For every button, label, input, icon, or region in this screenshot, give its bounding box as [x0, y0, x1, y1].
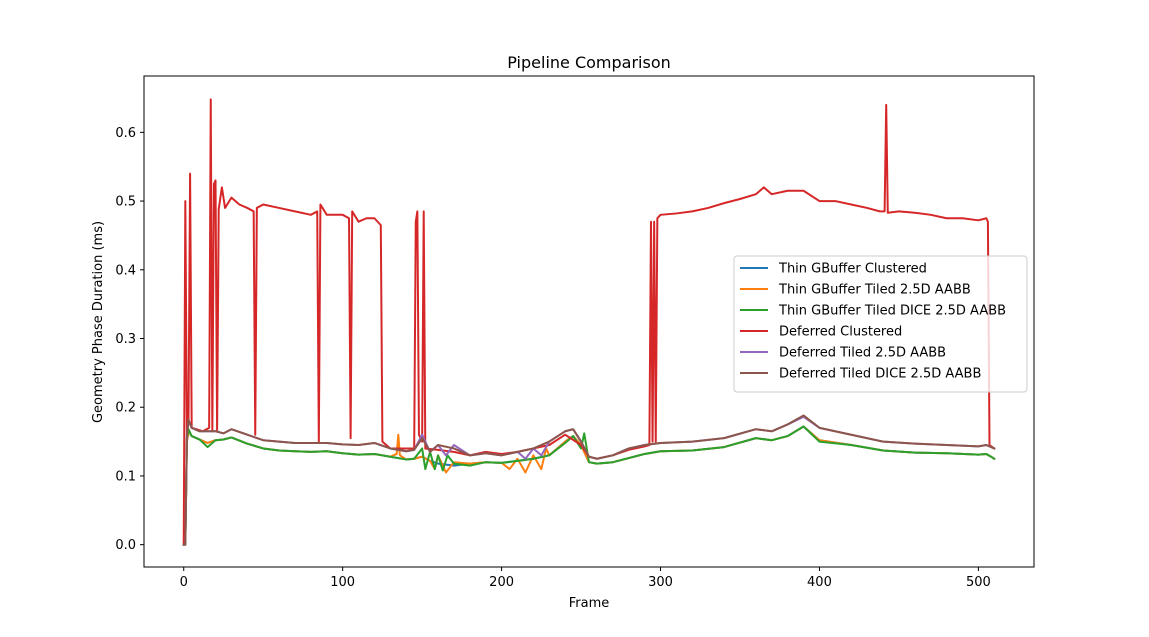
series-layer	[182, 98, 996, 546]
y-tick-label: 0.5	[115, 195, 136, 210]
y-tick-label: 0.2	[115, 401, 136, 416]
x-tick-label: 100	[330, 575, 355, 590]
series-line-4	[182, 98, 996, 546]
y-tick-label: 0.1	[115, 469, 136, 484]
legend-label: Deferred Tiled 2.5D AABB	[779, 346, 946, 361]
y-tick-label: 0.6	[115, 126, 136, 141]
x-axis-label: Frame	[569, 596, 610, 611]
legend-label: Thin GBuffer Tiled 2.5D AABB	[778, 283, 971, 298]
legend-label: Deferred Tiled DICE 2.5D AABB	[779, 367, 981, 382]
legend: Thin GBuffer Clustered Thin GBuffer Tiled…	[733, 255, 1028, 393]
legend-label: Thin GBuffer Tiled DICE 2.5D AABB	[778, 304, 1006, 319]
x-tick-label: 400	[807, 575, 832, 590]
x-tick-label: 300	[648, 575, 673, 590]
legend-label: Deferred Clustered	[779, 325, 902, 340]
x-tick-label: 200	[489, 575, 514, 590]
legend-label: Thin GBuffer Clustered	[778, 262, 927, 277]
series-line-3	[182, 425, 996, 546]
y-tick-label: 0.3	[115, 332, 136, 347]
x-tick-label: 500	[966, 575, 991, 590]
chart-title: Pipeline Comparison	[507, 53, 671, 72]
y-axis-label: Geometry Phase Duration (ms)	[91, 221, 106, 423]
legend-box	[733, 255, 1028, 393]
x-tick-label: 0	[180, 575, 188, 590]
plot-frame	[143, 75, 1035, 568]
series-line-6	[182, 414, 996, 546]
x-axis: 0 100 200 300 400 500	[180, 567, 991, 590]
y-axis: 0.0 0.1 0.2 0.3 0.4 0.5 0.6	[115, 126, 144, 553]
y-tick-label: 0.4	[115, 263, 136, 278]
y-tick-label: 0.0	[115, 538, 136, 553]
